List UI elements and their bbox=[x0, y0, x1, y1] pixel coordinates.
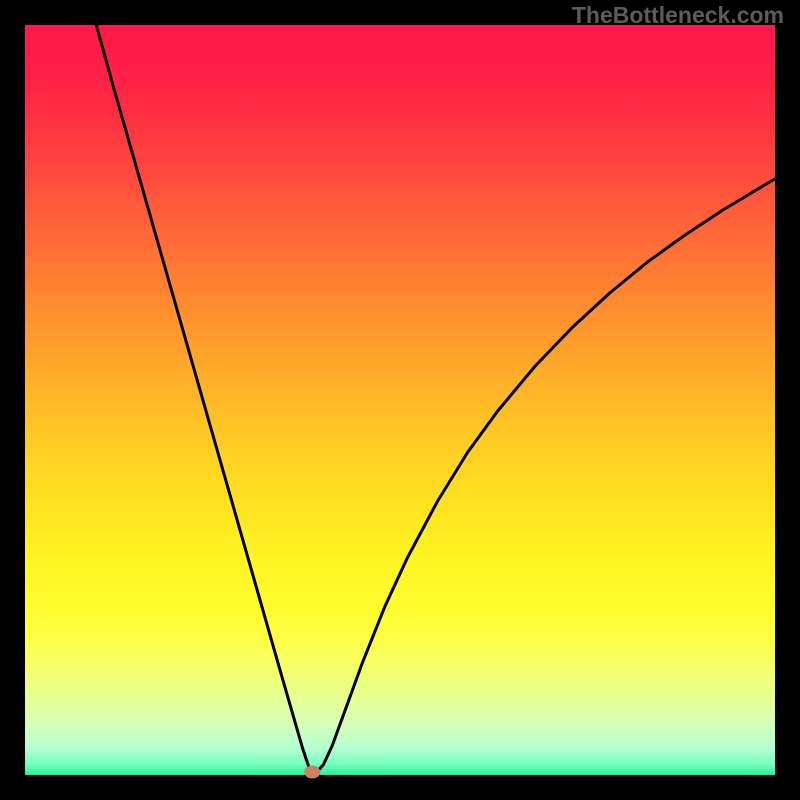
chart-container: TheBottleneck.com bbox=[0, 0, 800, 800]
gradient-plot-area bbox=[25, 25, 775, 775]
watermark-label: TheBottleneck.com bbox=[572, 2, 784, 29]
